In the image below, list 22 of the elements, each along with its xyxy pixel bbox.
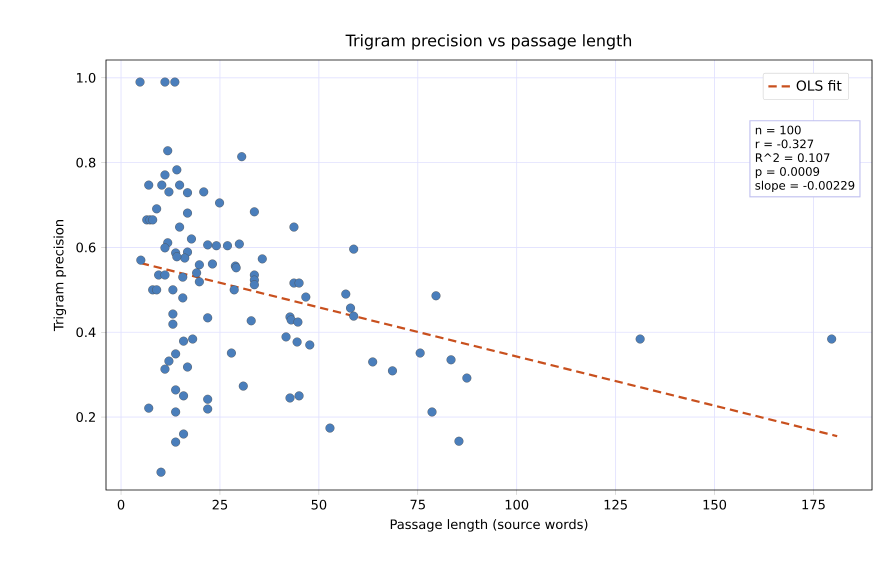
annotation: n = 100 bbox=[756, 126, 801, 134]
y-axis-title: Trigram precision bbox=[53, 220, 66, 332]
y-tick-label: 0.8 bbox=[76, 158, 96, 168]
chart-title: Trigram precision vs passage length bbox=[346, 34, 632, 50]
x-tick-label: 125 bbox=[604, 500, 627, 510]
annotation: slope = -0.00229 bbox=[755, 180, 854, 192]
y-tick-label: 1.0 bbox=[77, 72, 96, 83]
x-tick-label: 75 bbox=[410, 500, 425, 510]
x-tick-label: 50 bbox=[312, 500, 326, 510]
y-tick-label: 0.6 bbox=[76, 242, 96, 252]
annotation: p = 0.0009 bbox=[756, 167, 820, 178]
y-tick-label: 0.2 bbox=[76, 412, 95, 422]
annotation: r = -0.327 bbox=[756, 139, 814, 148]
legend-label: OLS fit bbox=[796, 80, 842, 91]
x-tick-label: 25 bbox=[212, 500, 228, 510]
x-axis-title: Passage length (source words) bbox=[390, 519, 588, 532]
annotation: R^2 = 0.107 bbox=[756, 153, 830, 162]
x-tick-label: 0 bbox=[118, 500, 124, 510]
x-tick-label: 150 bbox=[704, 500, 726, 510]
y-tick-label: 0.4 bbox=[76, 327, 96, 338]
x-tick-label: 175 bbox=[802, 500, 825, 510]
x-tick-label: 100 bbox=[506, 500, 528, 510]
